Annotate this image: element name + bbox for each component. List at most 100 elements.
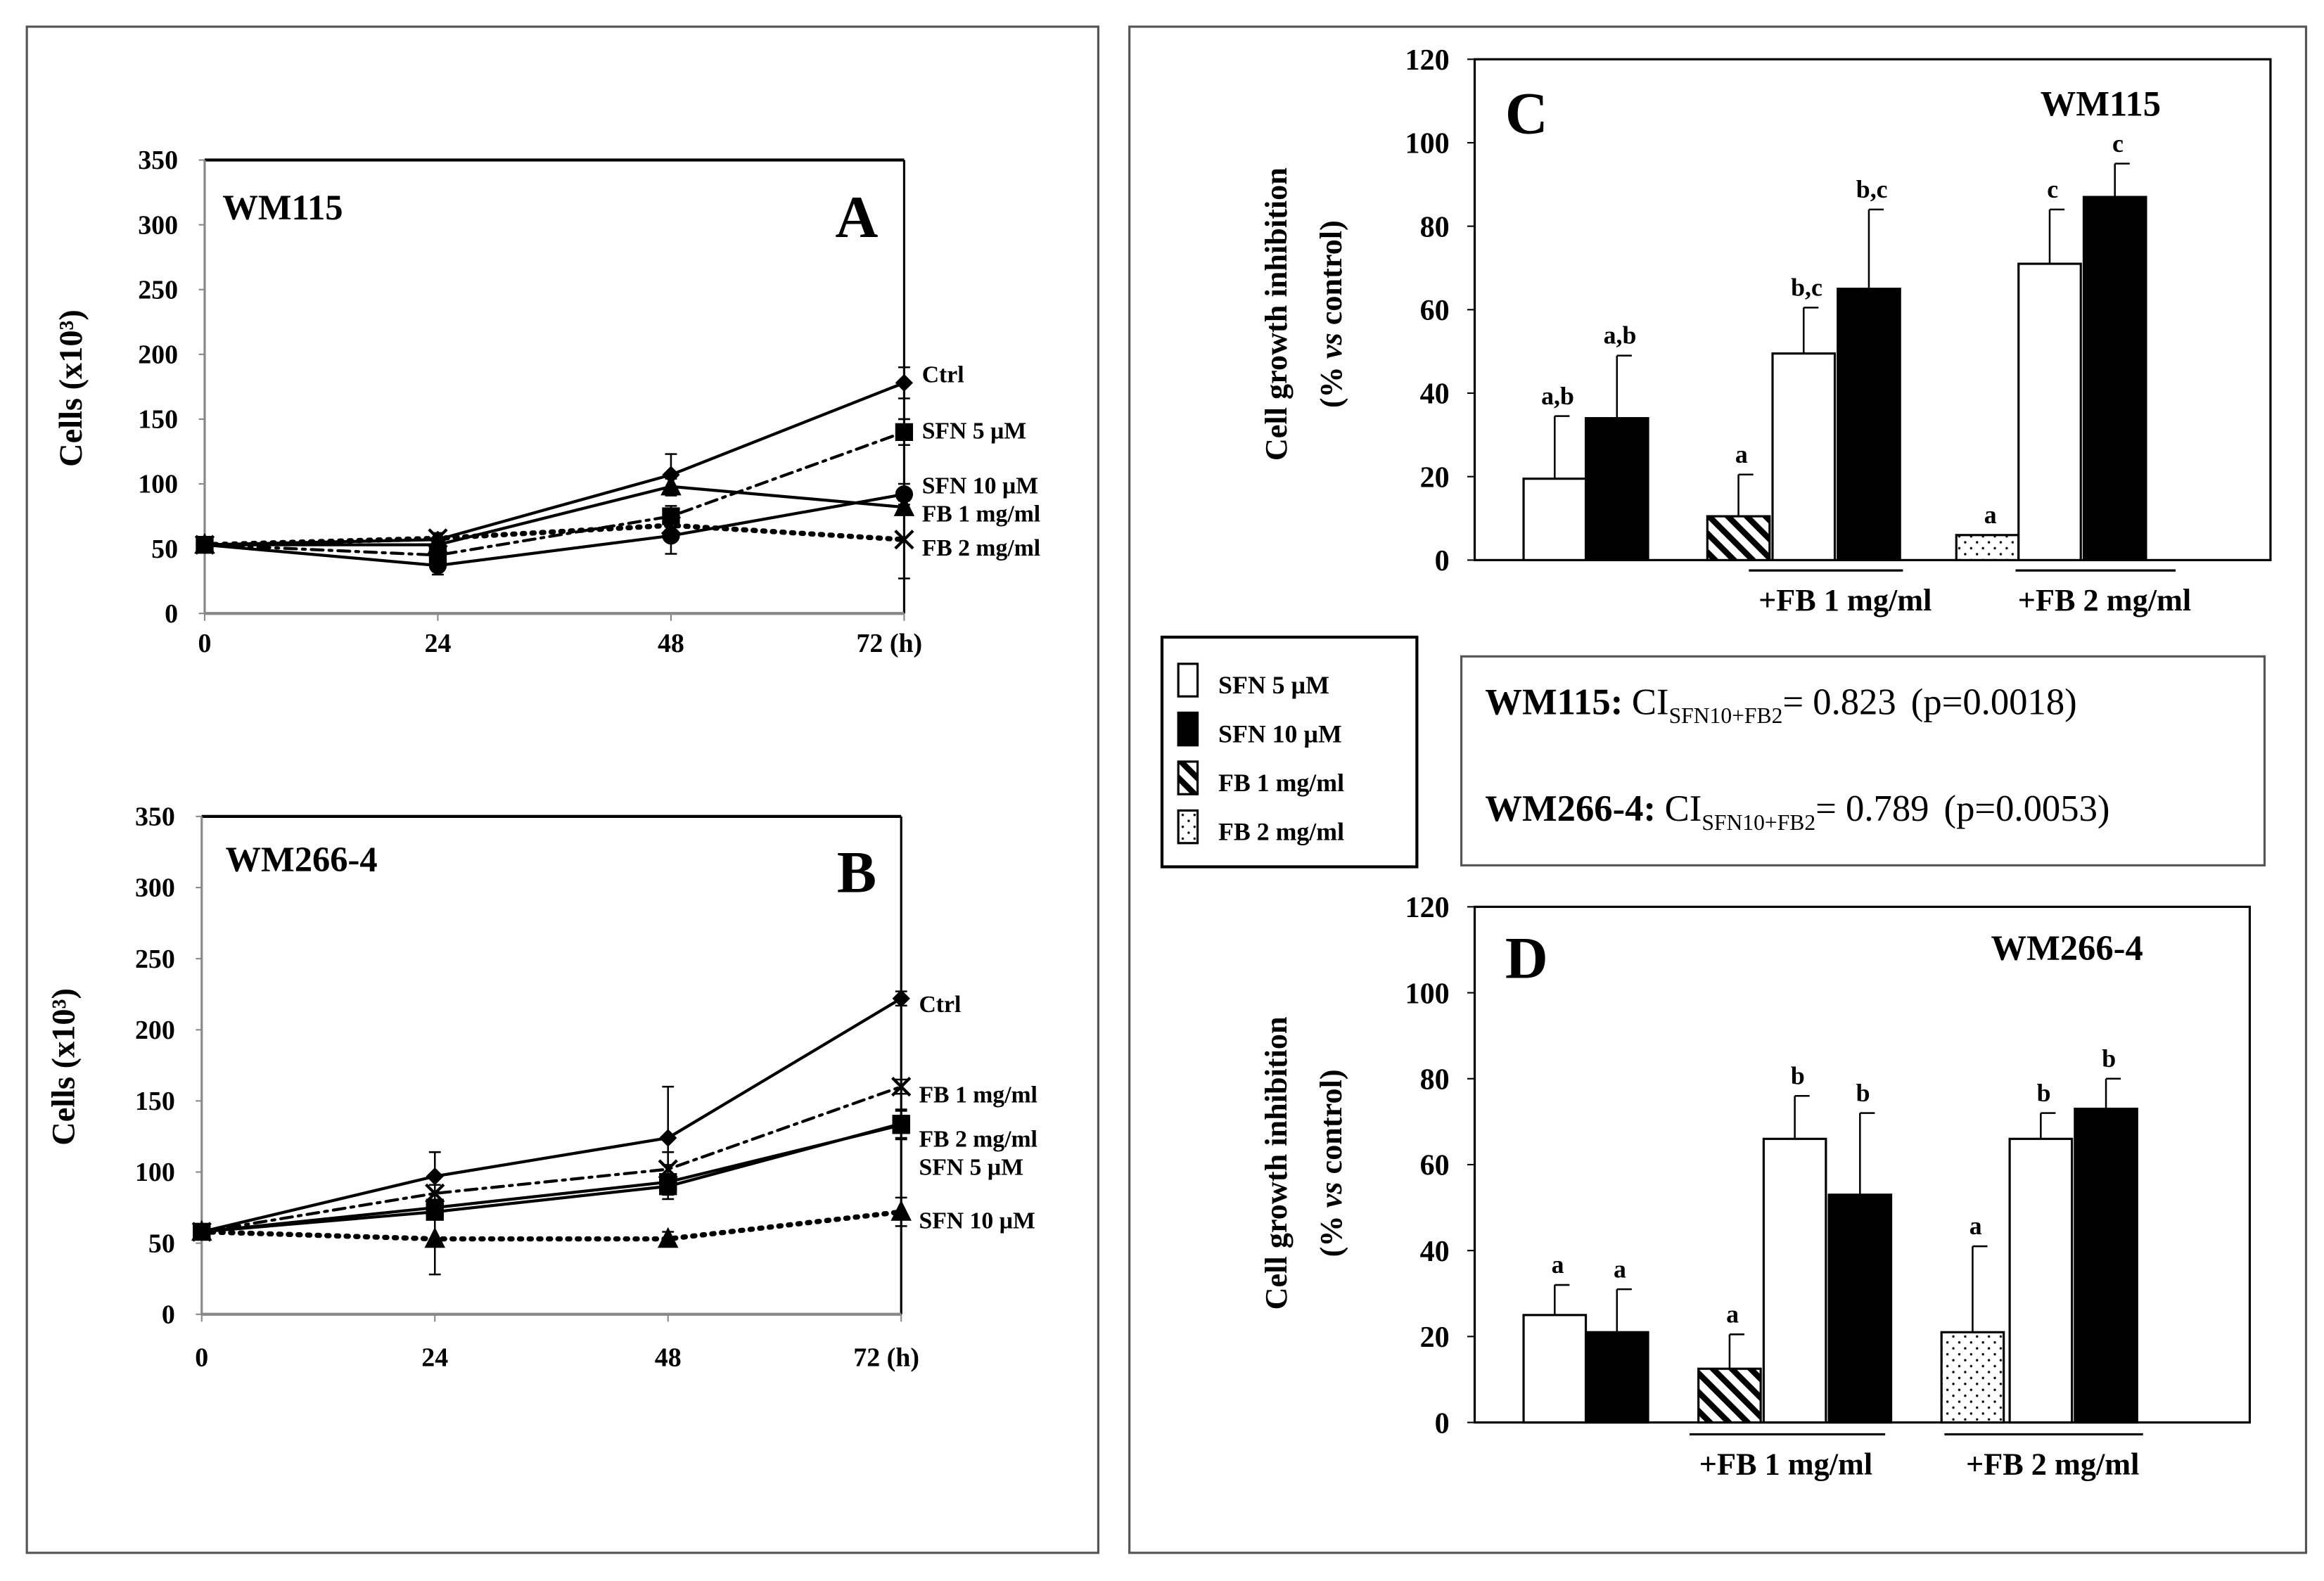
error-bar — [2105, 1077, 2121, 1109]
diamond-marker — [426, 1167, 444, 1186]
series-ctrl: Ctrl — [193, 990, 961, 1241]
significance-label: b — [2102, 1044, 2116, 1073]
panel-letter: B — [837, 840, 876, 905]
significance-label: b,c — [1791, 274, 1822, 302]
bar — [1584, 1331, 1649, 1424]
ci-label: CI — [1665, 788, 1702, 829]
series-line — [200, 997, 903, 1234]
error-bar — [1554, 415, 1570, 479]
y-tick-label: 40 — [1420, 378, 1450, 411]
series-label: FB 2 mg/ml — [922, 535, 1040, 561]
y-tick-label: 50 — [148, 1229, 175, 1258]
y-tick-label: 100 — [135, 1158, 175, 1187]
ylabel-post: control) — [1314, 1069, 1348, 1182]
bar-group: a,b a,b — [1522, 321, 1649, 561]
legend-swatch — [1177, 809, 1199, 845]
y-tick-label: 60 — [1420, 294, 1450, 327]
ylabel-italic: vs — [1314, 333, 1348, 359]
series-label: SFN 10 µM — [922, 473, 1038, 499]
error-bar — [1859, 1112, 1875, 1195]
y-tick-label: 350 — [138, 146, 178, 175]
ylabel-post: control) — [1314, 220, 1348, 333]
y-tick-label: 200 — [138, 340, 178, 369]
significance-label: a,b — [1604, 321, 1637, 350]
bar — [2074, 1107, 2138, 1424]
y-tick-label: 100 — [1405, 977, 1450, 1010]
y-tick-label: 80 — [1420, 210, 1450, 243]
cell-line-title: WM266-4 — [225, 840, 377, 879]
x-marker — [891, 1077, 912, 1097]
x-tick-label: 72 (h) — [856, 629, 922, 658]
error-bar — [1972, 1245, 1988, 1333]
series-line — [200, 1085, 903, 1234]
diamond-marker — [895, 373, 914, 392]
legend-swatch — [1177, 663, 1199, 698]
bar — [1706, 515, 1771, 561]
legend-swatch — [1177, 711, 1199, 747]
significance-label: c — [2112, 129, 2124, 158]
group-label: +FB 1 mg/ml — [1758, 583, 1932, 617]
group-label: +FB 2 mg/ml — [2018, 583, 2191, 617]
x-tick-label: 72 (h) — [853, 1343, 919, 1373]
x-marker — [428, 528, 448, 549]
series-sfn-10-m: SFN 10 µM — [191, 1196, 1035, 1276]
ci-line: WM266-4: CISFN10+FB2= 0.789 (p=0.0053) — [1485, 788, 2109, 835]
series-line — [203, 430, 906, 557]
y-tick-label: 200 — [135, 1016, 175, 1045]
ci-line: WM115: CISFN10+FB2= 0.823 (p=0.0018) — [1485, 681, 2076, 728]
right-frame — [1128, 25, 2308, 1554]
x-tick-label: 24 — [425, 629, 452, 658]
y-tick-label: 250 — [135, 945, 175, 974]
panel-C-bar-chart: 0 20 40 60 80 100 120 Cell growth inhibition (% … — [1259, 44, 2272, 617]
ci-p-value: (p=0.0018) — [1911, 681, 2077, 722]
combination-index-box: WM115: CISFN10+FB2= 0.823 (p=0.0018)WM266-… — [1460, 655, 2266, 866]
legend-swatch — [1177, 760, 1199, 795]
significance-label: c — [2047, 175, 2058, 203]
x-marker — [894, 530, 914, 550]
x-tick-label: 24 — [421, 1343, 448, 1373]
error-bar — [1728, 1333, 1744, 1369]
bar — [1762, 1137, 1827, 1424]
ci-subscript: SFN10+FB2 — [1702, 810, 1815, 835]
y-tick-label: 100 — [1405, 127, 1450, 160]
x-tick-label: 48 — [658, 629, 684, 658]
series-line — [202, 523, 907, 548]
series-label: FB 1 mg/ml — [919, 1082, 1037, 1108]
square-marker — [659, 1173, 677, 1191]
cell-line-title: WM266-4 — [1991, 928, 2143, 968]
significance-label: a — [1726, 1300, 1739, 1328]
series-line — [199, 1209, 904, 1242]
ci-label: CI — [1632, 681, 1669, 722]
bar — [1522, 478, 1588, 561]
series-line — [203, 492, 906, 568]
panel-letter: C — [1505, 82, 1548, 147]
significance-label: a — [1735, 440, 1748, 468]
ci-value: = 0.789 — [1815, 788, 1929, 829]
ci-value: = 0.823 — [1782, 681, 1896, 722]
triangle-marker — [424, 1227, 445, 1248]
series-label: SFN 10 µM — [919, 1208, 1035, 1234]
bar — [1827, 1193, 1893, 1424]
error-bar — [2114, 162, 2130, 198]
bar — [1697, 1367, 1762, 1424]
group-label: +FB 1 mg/ml — [1699, 1447, 1872, 1481]
y-tick-label: 20 — [1420, 1321, 1450, 1354]
y-axis-title: Cells (x10³) — [53, 309, 89, 467]
ylabel-pre: (% — [1314, 1208, 1348, 1257]
y-tick-label: 80 — [1420, 1063, 1450, 1096]
error-bar — [1616, 1288, 1632, 1333]
series-line — [200, 1123, 903, 1234]
y-tick-label: 0 — [165, 599, 178, 629]
bar — [2082, 196, 2147, 561]
legend-label: SFN 5 µM — [1218, 671, 1329, 699]
series-label: SFN 5 µM — [922, 418, 1027, 444]
y-axis-title: Cells (x10³) — [46, 988, 82, 1146]
error-bar — [1554, 1284, 1570, 1315]
significance-label: b,c — [1856, 175, 1888, 203]
y-tick-label: 120 — [1405, 44, 1450, 77]
panel-B-line-chart: 0 50 100 150 200 250 300 350 0 24 48 72 (h) Cells (x… — [46, 802, 1038, 1373]
series-fb-1-mg-ml: FB 1 mg/ml — [191, 1077, 1038, 1242]
bar — [2017, 262, 2082, 561]
y-tick-label: 50 — [151, 535, 178, 564]
